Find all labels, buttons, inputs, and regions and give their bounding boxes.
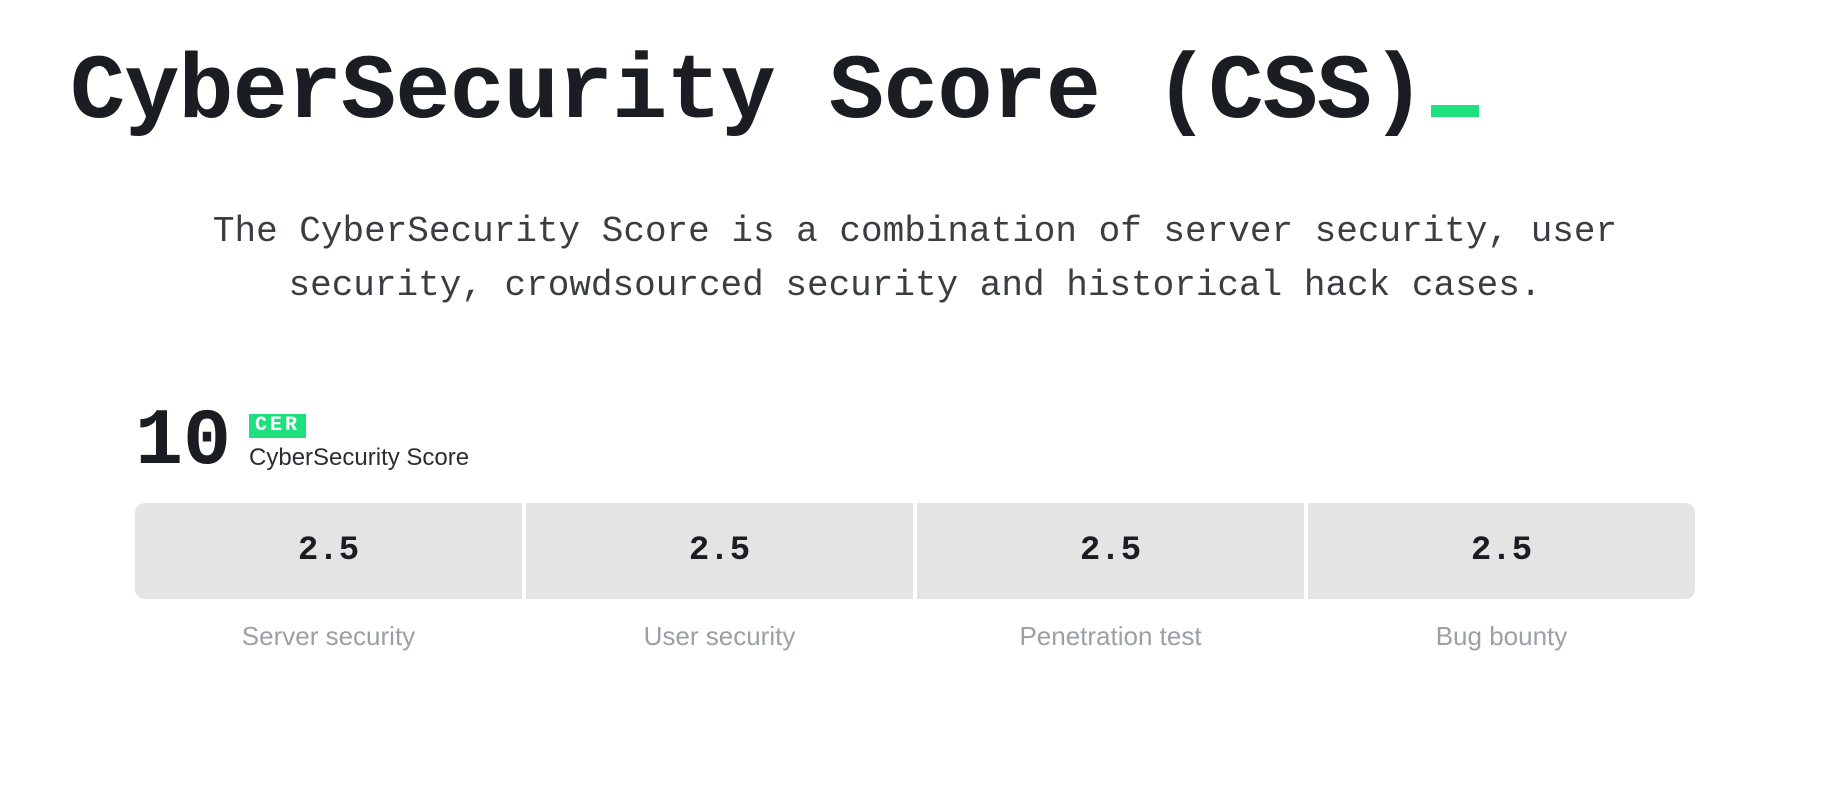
card-label: Penetration test (1019, 621, 1201, 652)
card-value: 2.5 (298, 532, 359, 570)
page-description: The CyberSecurity Score is a combination… (165, 205, 1665, 313)
card-penetration-test: 2.5 Penetration test (917, 503, 1304, 652)
card-label: Bug bounty (1436, 621, 1568, 652)
cursor-icon (1431, 105, 1479, 117)
card-box: 2.5 (1308, 503, 1695, 599)
card-value: 2.5 (1471, 532, 1532, 570)
card-label: Server security (242, 621, 415, 652)
main-container: CyberSecurity Score (CSS) The CyberSecur… (70, 40, 1760, 652)
cer-badge: CER (249, 414, 306, 438)
score-value: 10 (135, 403, 231, 483)
card-label: User security (644, 621, 796, 652)
title-row: CyberSecurity Score (CSS) (70, 40, 1760, 145)
card-value: 2.5 (1080, 532, 1141, 570)
page-title: CyberSecurity Score (CSS) (70, 40, 1425, 145)
card-box: 2.5 (526, 503, 913, 599)
card-server-security: 2.5 Server security (135, 503, 522, 652)
score-section: 10 CER CyberSecurity Score 2.5 Server se… (70, 403, 1760, 652)
card-user-security: 2.5 User security (526, 503, 913, 652)
card-box: 2.5 (917, 503, 1304, 599)
card-box: 2.5 (135, 503, 522, 599)
card-bug-bounty: 2.5 Bug bounty (1308, 503, 1695, 652)
score-meta: CER CyberSecurity Score (249, 414, 469, 472)
cer-badge-text: CER (255, 416, 300, 436)
card-value: 2.5 (689, 532, 750, 570)
score-header: 10 CER CyberSecurity Score (135, 403, 1695, 483)
score-label: CyberSecurity Score (249, 444, 469, 472)
score-cards: 2.5 Server security 2.5 User security 2.… (135, 503, 1695, 652)
